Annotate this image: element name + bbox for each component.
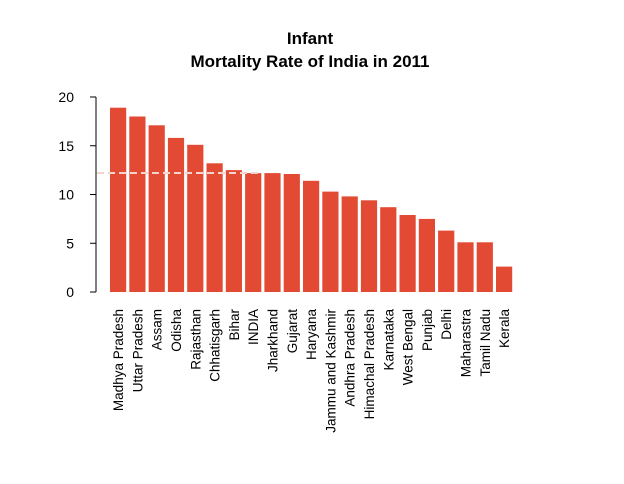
bars — [110, 107, 513, 292]
bar — [167, 137, 185, 292]
chart-title-line-1: Infant — [287, 29, 334, 48]
bar — [399, 215, 416, 292]
x-category-label: Jammu and Kashmir — [323, 308, 338, 432]
x-category-label: Jharkhand — [266, 309, 281, 372]
x-category-label: Kerala — [497, 309, 512, 349]
y-tick-label: 10 — [58, 187, 74, 203]
x-category-label: Chhatisgarh — [208, 309, 223, 382]
bar — [476, 242, 493, 292]
x-category-label: Bihar — [227, 308, 242, 340]
bar — [303, 180, 320, 292]
chart-title-line-2: Mortality Rate of India in 2011 — [190, 52, 429, 71]
bar — [496, 266, 513, 292]
x-category-label: Madhya Pradesh — [111, 309, 126, 411]
bar — [129, 116, 146, 292]
x-category-label: Maharastra — [459, 309, 474, 378]
bar — [187, 144, 204, 292]
bar — [225, 170, 242, 292]
x-axis-labels: Madhya Pradesh Uttar Pradesh Assam Odisha Ra… — [111, 308, 512, 432]
x-category-label: Gujarat — [285, 309, 300, 354]
x-category-label: Delhi — [439, 309, 454, 340]
x-category-label: Karnataka — [381, 309, 396, 371]
bar — [322, 191, 339, 292]
bar — [438, 230, 455, 292]
x-category-label: Assam — [150, 309, 165, 350]
y-tick-label: 5 — [66, 235, 74, 251]
bar — [360, 200, 378, 292]
y-tick-label: 15 — [58, 138, 74, 154]
x-category-label: Haryana — [304, 309, 319, 361]
x-category-label: Punjab — [420, 309, 435, 351]
x-category-label: Odisha — [169, 309, 184, 352]
bar — [418, 218, 435, 292]
x-category-label: Tamil Nadu — [478, 309, 493, 377]
y-tick-label: 0 — [66, 284, 74, 300]
x-category-label: INDIA — [246, 309, 261, 345]
bar — [148, 125, 165, 292]
bar — [206, 163, 223, 292]
bar — [341, 196, 358, 292]
x-category-label: Andhra Pradesh — [343, 309, 358, 407]
x-category-label: Himachal Pradesh — [362, 309, 377, 419]
bar — [264, 173, 281, 292]
x-category-label: Uttar Pradesh — [130, 309, 145, 392]
bar — [283, 174, 300, 292]
bar — [380, 207, 397, 292]
y-axis: 0 5 10 15 20 — [58, 89, 97, 300]
x-category-label: Rajasthan — [188, 309, 203, 370]
bar — [457, 242, 474, 292]
y-tick-label: 20 — [58, 89, 74, 105]
bar — [110, 107, 127, 292]
x-category-label: West Bengal — [401, 309, 416, 385]
bar — [245, 173, 262, 292]
